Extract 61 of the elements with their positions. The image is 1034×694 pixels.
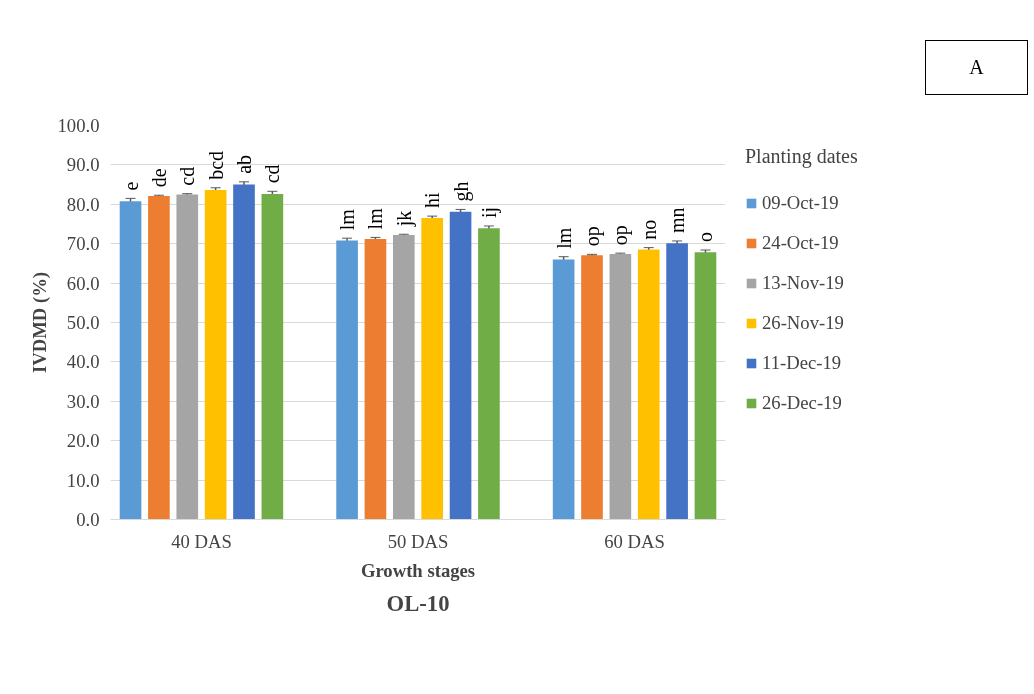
legend-label: 09-Oct-19	[762, 192, 839, 214]
text: A	[969, 55, 984, 81]
data-label: no	[637, 219, 660, 240]
bar	[637, 249, 660, 520]
legend-label: 11-Dec-19	[762, 352, 842, 374]
legend-label: 13-Nov-19	[762, 272, 844, 294]
bar	[421, 218, 444, 520]
bar	[694, 252, 717, 520]
bar	[449, 211, 472, 520]
data-label: lm	[364, 207, 387, 230]
legend-label: 24-Oct-19	[762, 232, 839, 254]
bar	[336, 240, 358, 520]
data-label: cd	[176, 166, 199, 186]
bar	[364, 238, 387, 520]
y-tick-label: 70.0	[66, 233, 100, 255]
y-tick-label: 30.0	[66, 390, 100, 412]
data-label: bcd	[204, 150, 227, 180]
y-tick-label: 50.0	[66, 312, 100, 333]
bar	[478, 228, 500, 520]
data-label: lm	[336, 208, 359, 231]
legend-label: 26-Nov-19	[762, 312, 844, 334]
data-label: op	[609, 225, 633, 246]
bar	[261, 194, 284, 520]
x-tick-label: 60 DAS	[604, 530, 665, 552]
legend-title: Planting dates	[745, 145, 858, 168]
data-label: ab	[233, 154, 255, 174]
x-tick-label: 50 DAS	[387, 530, 449, 552]
data-label: cd	[261, 164, 284, 184]
data-label: e	[119, 181, 142, 191]
bar	[233, 184, 255, 520]
legend-label: 26-Dec-19	[762, 392, 842, 414]
y-axis-title: IVDMD (%)	[28, 271, 51, 374]
data-label: op	[581, 226, 604, 247]
bar	[176, 194, 199, 520]
bar	[148, 196, 170, 520]
text: OL-10	[386, 590, 450, 616]
bar	[609, 253, 632, 520]
y-tick-label: 90.0	[66, 154, 100, 176]
data-label: o	[694, 232, 717, 242]
y-tick-label: 10.0	[66, 469, 100, 491]
bar	[552, 259, 575, 520]
data-label: jk	[392, 210, 416, 228]
data-label: mn	[666, 207, 689, 233]
bar	[392, 235, 415, 520]
x-tick-label: 40 DAS	[171, 530, 232, 552]
x-axis-title: Growth stages	[360, 559, 476, 581]
bar	[204, 190, 227, 520]
data-label: ij	[477, 206, 501, 218]
bar	[119, 201, 142, 520]
y-tick-label: 100.0	[57, 115, 100, 136]
data-label: hi	[421, 192, 444, 209]
y-tick-label: 60.0	[66, 272, 100, 294]
data-label: de	[147, 168, 170, 188]
y-tick-label: 0.0	[76, 509, 100, 530]
bar	[666, 243, 688, 520]
data-label: gh	[449, 181, 473, 202]
data-label: lm	[552, 227, 575, 249]
y-tick-label: 20.0	[66, 430, 100, 452]
y-tick-label: 80.0	[66, 193, 100, 215]
y-tick-label: 40.0	[66, 351, 100, 373]
bar	[581, 255, 603, 520]
